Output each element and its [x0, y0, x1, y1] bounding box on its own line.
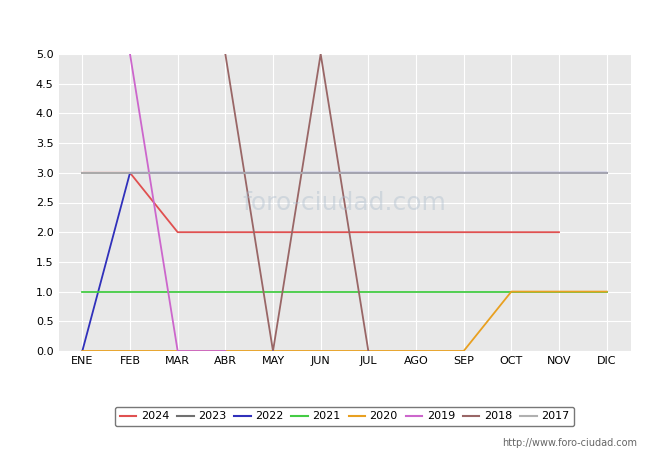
Text: Afiliados en Rello a 30/11/2024: Afiliados en Rello a 30/11/2024	[185, 14, 465, 33]
Text: foro-ciudad.com: foro-ciudad.com	[242, 190, 447, 215]
Legend: 2024, 2023, 2022, 2021, 2020, 2019, 2018, 2017: 2024, 2023, 2022, 2021, 2020, 2019, 2018…	[115, 407, 574, 426]
Text: http://www.foro-ciudad.com: http://www.foro-ciudad.com	[502, 438, 637, 448]
